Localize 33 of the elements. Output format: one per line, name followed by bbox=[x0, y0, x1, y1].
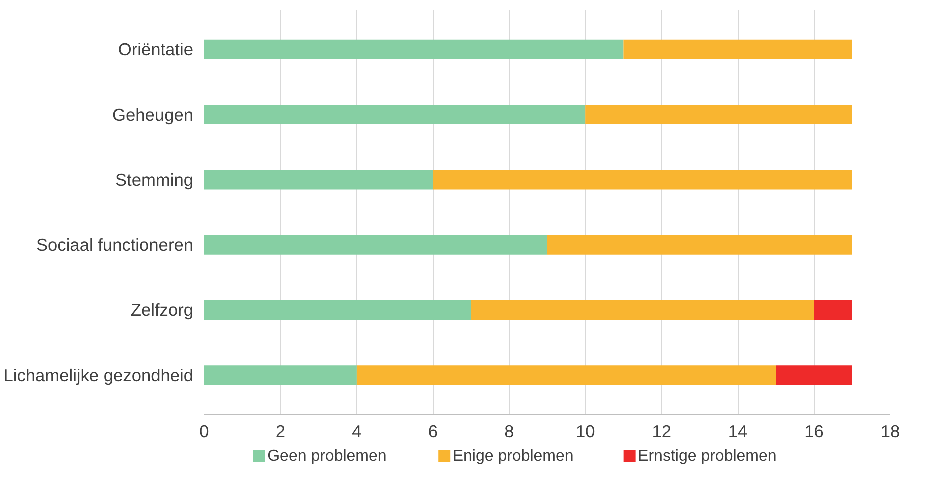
x-tick-label: 16 bbox=[804, 422, 824, 442]
bar bbox=[814, 300, 852, 320]
y-tick-label: Stemming bbox=[116, 170, 194, 190]
x-tick-label: 2 bbox=[276, 422, 286, 442]
y-tick-label: Geheugen bbox=[112, 104, 194, 125]
x-tick-label: 12 bbox=[652, 422, 672, 442]
bar bbox=[356, 366, 776, 386]
bar bbox=[471, 300, 814, 320]
x-tick-label: 8 bbox=[504, 422, 514, 442]
bar bbox=[624, 40, 852, 60]
y-tick-label: Lichamelijke gezondheid bbox=[4, 365, 194, 386]
bar bbox=[204, 170, 434, 190]
bar bbox=[548, 235, 852, 255]
bar bbox=[204, 300, 472, 320]
legend-label: Ernstige problemen bbox=[638, 448, 777, 465]
x-tick-label: 6 bbox=[428, 422, 438, 442]
bar bbox=[433, 170, 852, 190]
x-tick-label: 4 bbox=[352, 422, 362, 442]
bar bbox=[204, 235, 548, 255]
legend-label: Enige problemen bbox=[452, 448, 574, 465]
x-tick-label: 14 bbox=[728, 422, 748, 442]
y-tick-label: Zelfzorg bbox=[130, 300, 194, 320]
x-tick-label: 18 bbox=[880, 422, 900, 442]
bar bbox=[204, 40, 624, 60]
bar bbox=[204, 104, 586, 125]
y-tick-label: Oriëntatie bbox=[118, 40, 194, 60]
legend-label: Geen problemen bbox=[268, 448, 387, 465]
x-tick-label: 0 bbox=[200, 422, 210, 442]
x-tick-label: 10 bbox=[576, 422, 596, 442]
bar bbox=[586, 104, 852, 125]
bar bbox=[776, 366, 852, 386]
y-tick-label: Sociaal functioneren bbox=[36, 235, 194, 256]
bar bbox=[204, 366, 357, 386]
